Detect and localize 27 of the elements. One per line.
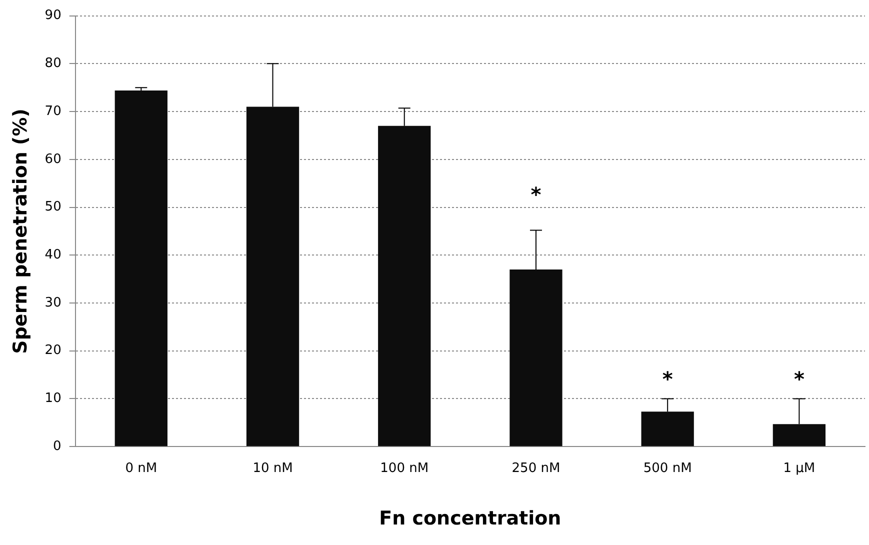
y-tick-label: 40 [44, 248, 62, 263]
bar [772, 424, 826, 446]
bar [378, 126, 431, 446]
bar [114, 90, 168, 446]
x-tick-label: 0 nM [125, 460, 158, 476]
y-tick-label: 20 [44, 343, 62, 358]
x-tick-label: 100 nM [380, 460, 429, 476]
y-tick-label: 60 [44, 152, 62, 167]
bar [246, 106, 300, 446]
x-tick-label: 250 nM [512, 460, 560, 476]
y-tick-label: 50 [44, 200, 62, 215]
y-tick-label: 80 [44, 56, 62, 72]
x-tick-label: 1 µM [783, 460, 816, 476]
x-axis-title: Fn concentration [379, 508, 562, 530]
y-tick-label: 90 [44, 8, 62, 24]
y-tick-label: 70 [44, 104, 62, 119]
bar [510, 269, 562, 446]
bar [641, 412, 694, 446]
x-tick-label: 500 nM [643, 460, 692, 476]
y-tick-label: 10 [44, 391, 62, 406]
y-tick-label: 30 [44, 295, 62, 310]
y-tick-label: 0 [53, 438, 62, 454]
annotation: * [794, 366, 805, 391]
annotation: * [662, 366, 674, 391]
annotation: * [530, 182, 542, 206]
x-tick-label: 10 nM [252, 460, 293, 476]
y-axis-title: Sperm penetration (%) [9, 108, 32, 354]
